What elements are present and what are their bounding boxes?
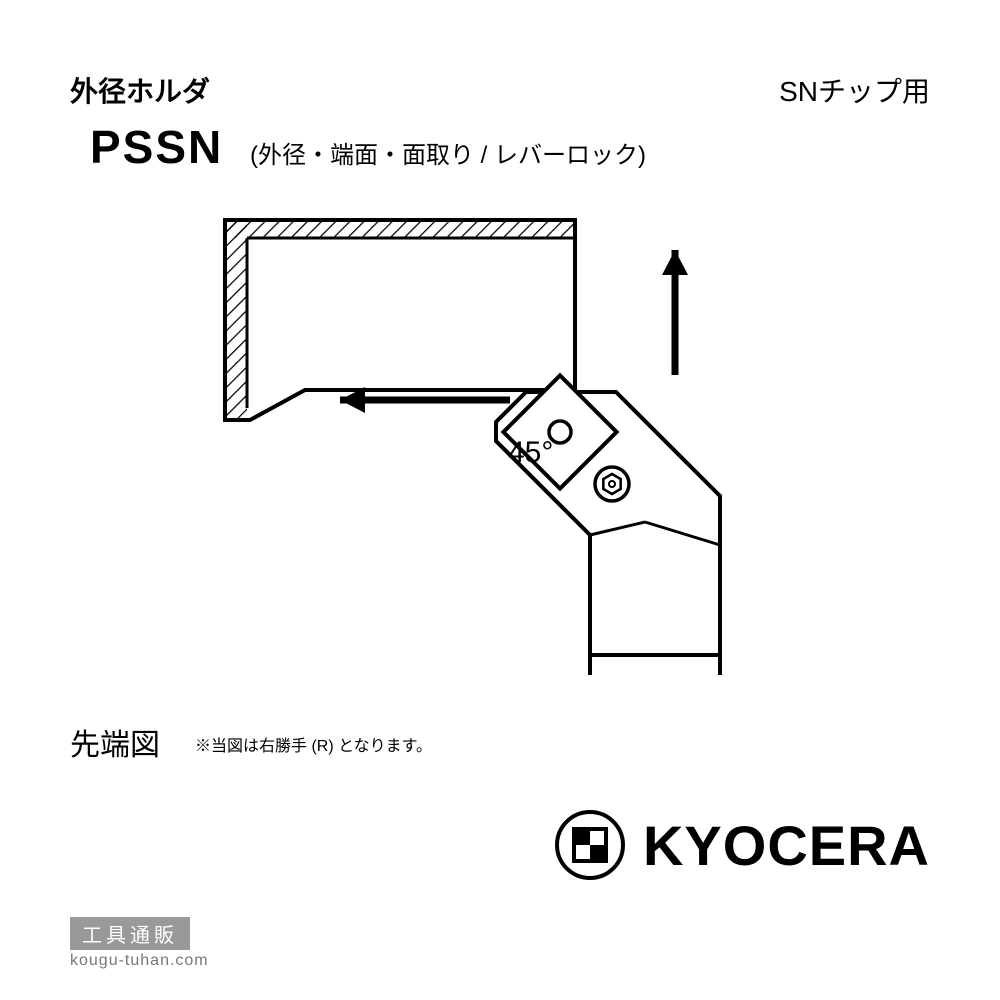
diagram-caption-note: ※当図は右勝手 (R) となります。 — [195, 732, 432, 756]
vendor-watermark: 工具通販 kougu-tuhan.com — [70, 917, 209, 970]
vendor-name: 工具通販 — [70, 917, 190, 950]
diagram-caption: 先端図 — [70, 720, 160, 764]
product-code: PSSN — [90, 120, 223, 174]
product-description: (外径・端面・面取り / レバーロック) — [250, 135, 646, 170]
header-category: 外径ホルダ — [70, 70, 210, 110]
tip-diagram: 45° — [130, 200, 870, 680]
vendor-url: kougu-tuhan.com — [70, 952, 209, 970]
header-chip-type: SNチップ用 — [779, 70, 930, 110]
kyocera-logo-icon — [555, 810, 625, 880]
brand-name: KYOCERA — [643, 813, 930, 878]
angle-label: 45° — [508, 436, 553, 469]
brand-logo: KYOCERA — [555, 810, 930, 880]
